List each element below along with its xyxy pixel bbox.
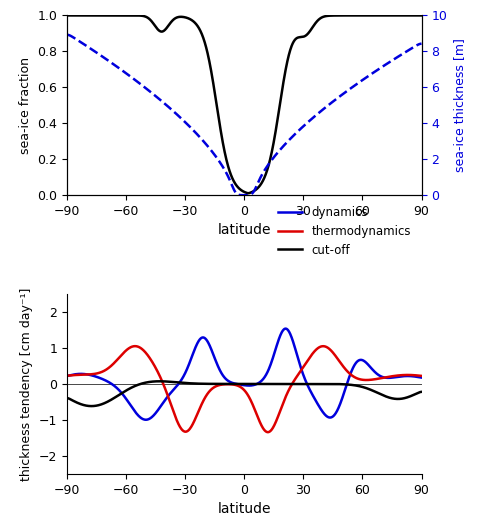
Y-axis label: thickness tendency [cm day⁻¹]: thickness tendency [cm day⁻¹] <box>21 287 34 480</box>
dynamics <box>221 373 227 380</box>
thermodynamics <box>208 387 214 393</box>
thermodynamics <box>348 371 354 377</box>
thermodynamics <box>101 368 106 374</box>
dynamics <box>348 370 354 376</box>
cut-off <box>348 382 354 388</box>
Y-axis label: sea-ice fraction: sea-ice fraction <box>19 57 32 154</box>
Line: thermodynamics: thermodynamics <box>67 346 422 432</box>
dynamics <box>308 389 314 396</box>
thermodynamics <box>221 381 227 387</box>
thermodynamics <box>342 365 347 371</box>
cut-off <box>64 395 70 401</box>
Line: cut-off: cut-off <box>67 381 422 406</box>
cut-off <box>89 403 94 409</box>
thermodynamics <box>64 372 70 379</box>
thermodynamics <box>265 429 271 435</box>
X-axis label: latitude: latitude <box>217 502 271 515</box>
thermodynamics <box>132 343 138 349</box>
X-axis label: latitude: latitude <box>217 224 271 237</box>
dynamics <box>143 417 148 423</box>
Y-axis label: sea-ice thickness [m]: sea-ice thickness [m] <box>453 39 466 172</box>
dynamics <box>419 374 424 381</box>
thermodynamics <box>308 352 314 358</box>
cut-off <box>101 401 106 407</box>
dynamics <box>101 376 106 383</box>
dynamics <box>208 345 214 351</box>
Line: dynamics: dynamics <box>67 329 422 420</box>
thermodynamics <box>419 373 424 379</box>
cut-off <box>208 381 214 387</box>
dynamics <box>64 373 70 379</box>
dynamics <box>283 325 288 332</box>
cut-off <box>157 378 162 384</box>
cut-off <box>342 381 347 387</box>
cut-off <box>221 381 227 387</box>
cut-off <box>308 381 314 387</box>
Legend: dynamics, thermodynamics, cut-off: dynamics, thermodynamics, cut-off <box>274 201 416 261</box>
cut-off <box>419 389 424 395</box>
dynamics <box>342 389 347 396</box>
